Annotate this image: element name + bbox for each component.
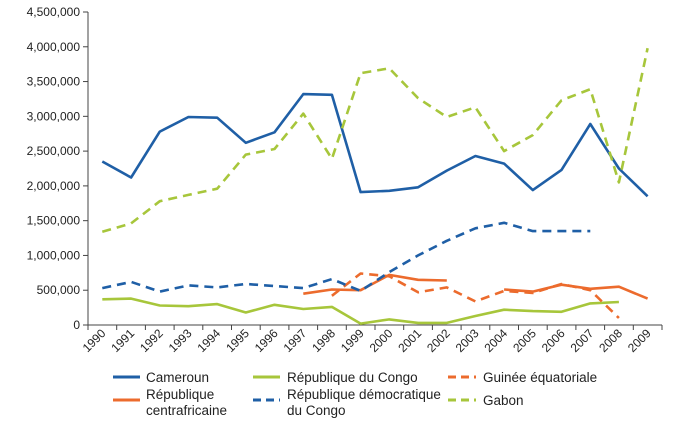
x-tick-label: 1994: [194, 326, 223, 355]
legend-label-rdc-line1: République démocratique: [287, 387, 441, 402]
x-tick-label: 1993: [166, 326, 195, 355]
x-tick-label: 2006: [539, 326, 568, 355]
y-tick-label: 3,000,000: [27, 109, 81, 123]
y-tick-label: 0: [73, 318, 80, 332]
x-tick-label: 1997: [281, 326, 310, 355]
legend-label-congo: République du Congo: [287, 370, 418, 385]
legend-label-gabon: Gabon: [483, 393, 524, 408]
x-tick-label: 1999: [338, 326, 367, 355]
legend-label-centrafrique-line1: République: [146, 387, 214, 402]
legend-label-cameroun: Cameroun: [146, 370, 209, 385]
x-tick-label: 2001: [395, 326, 424, 355]
y-tick-label: 4,000,000: [27, 40, 81, 54]
x-tick-label: 1995: [223, 326, 252, 355]
y-tick-label: 1,000,000: [27, 248, 81, 262]
x-tick-label: 2003: [453, 326, 482, 355]
series-line-republique-democratique-du-congo: [102, 221, 591, 293]
series-line-republique-du-congo: [102, 297, 619, 325]
y-tick-label: 2,500,000: [27, 144, 81, 158]
x-tick-label: 2005: [510, 326, 539, 355]
y-tick-label: 3,500,000: [27, 75, 81, 89]
legend: Cameroun République du Congo Guinée équa…: [113, 370, 597, 418]
legend-label-rdc-line2: du Congo: [287, 403, 346, 418]
x-tick-label: 1991: [108, 326, 137, 355]
y-tick-label: 4,500,000: [27, 5, 81, 19]
y-tick-label: 1,500,000: [27, 214, 81, 228]
legend-item-congo: République du Congo: [253, 370, 418, 385]
legend-item-gabon: Gabon: [448, 393, 524, 408]
y-axis-ticks: 0 500,000 1,000,000 1,500,000 2,000,000 2,500…: [27, 5, 88, 332]
legend-item-cameroun: Cameroun: [113, 370, 209, 385]
series-group: [101, 47, 649, 325]
x-tick-label: 2000: [367, 326, 396, 355]
series-line-republique-centrafricaine: [303, 273, 447, 295]
x-tick-label: 2002: [424, 326, 453, 355]
x-tick-label: 2004: [481, 326, 510, 355]
legend-label-guinee: Guinée équatoriale: [483, 370, 597, 385]
x-tick-label: 1996: [252, 326, 281, 355]
legend-item-centrafrique: République centrafricaine: [113, 387, 227, 418]
legend-label-centrafrique-line2: centrafricaine: [146, 403, 227, 418]
y-tick-label: 500,000: [37, 283, 81, 297]
x-tick-label: 1990: [80, 326, 109, 355]
x-axis-ticks: 1990 1991 1992 1993 1994 1995 1996 1997 1998 1999…: [80, 325, 663, 355]
y-tick-label: 2,000,000: [27, 179, 81, 193]
series-line-guinee-equatoriale: [331, 272, 620, 319]
x-tick-label: 2008: [596, 326, 625, 355]
x-tick-label: 1998: [309, 326, 338, 355]
x-tick-label: 2007: [568, 326, 597, 355]
series-line-republique-centrafricaine: [504, 283, 649, 300]
x-tick-label: 1992: [137, 326, 166, 355]
x-tick-label: 2009: [625, 326, 654, 355]
legend-item-rdc: République démocratique du Congo: [253, 387, 441, 418]
series-line-gabon: [101, 47, 649, 234]
series-line-cameroun: [101, 92, 649, 198]
legend-item-guinee: Guinée équatoriale: [448, 370, 597, 385]
